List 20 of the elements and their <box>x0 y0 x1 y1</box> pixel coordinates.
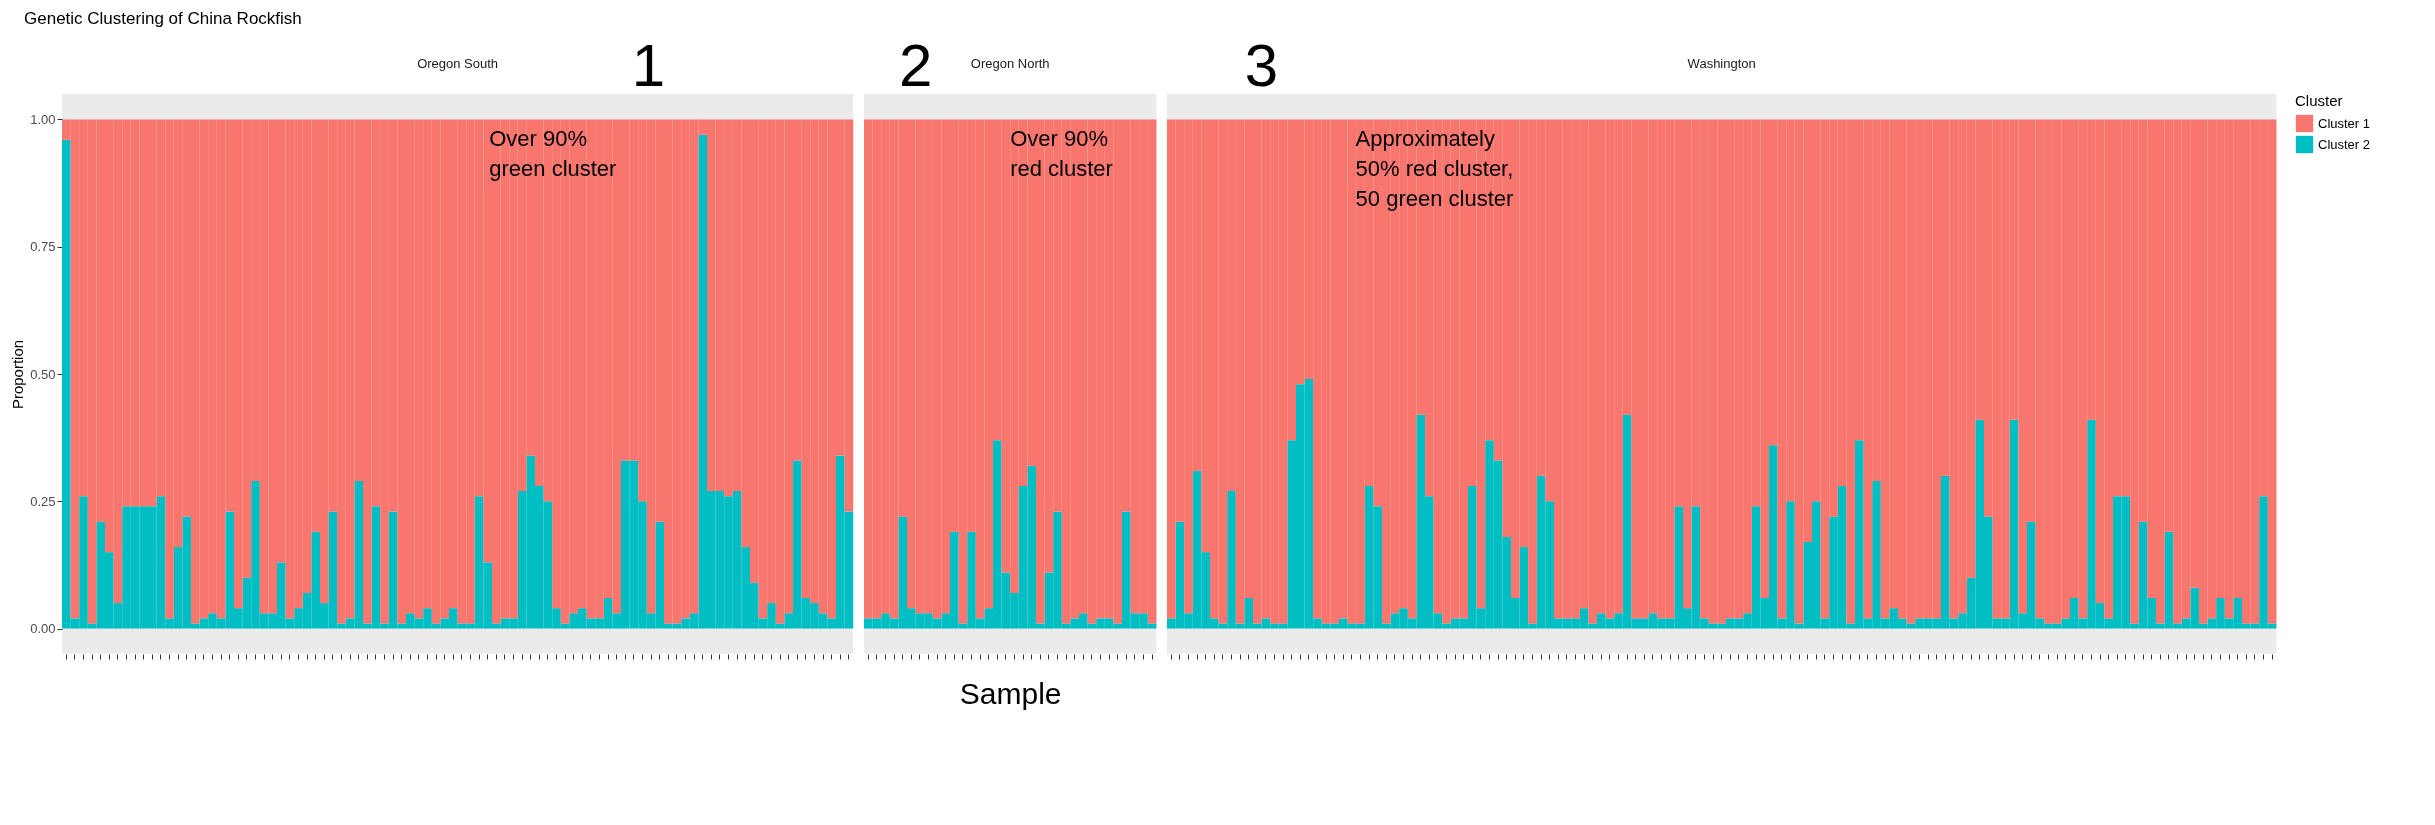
chart-subtitle: Oregon South <box>417 56 499 71</box>
legend-label: Cluster 1 <box>2318 115 2371 131</box>
x-axis-title: Sample <box>959 677 1062 710</box>
chart-title: Genetic Clustering of China Rockfish <box>24 9 302 28</box>
annotation: 2 <box>899 32 933 99</box>
annotation: Approximately 50% red cluster, 50 green cluster <box>1355 126 1514 211</box>
annotation: Over 90% red cluster <box>1010 126 1113 181</box>
y-tick-label: 0.50 <box>30 366 56 382</box>
legend-label: Cluster 2 <box>2318 136 2371 152</box>
y-axis-title: Proportion <box>9 339 27 410</box>
y-tick-label: 1.00 <box>30 111 56 127</box>
chart-subtitle: Oregon North <box>970 56 1050 71</box>
annotation: 1 <box>631 32 666 99</box>
y-tick-label: 0.75 <box>30 239 56 255</box>
y-tick-label: 0.00 <box>30 621 56 637</box>
annotation: 3 <box>1244 32 1279 99</box>
y-tick-label: 0.25 <box>30 493 56 509</box>
legend-title: Cluster <box>2295 92 2343 109</box>
chart-subtitle: Washington <box>1687 56 1756 71</box>
annotation: Over 90% green cluster <box>489 126 617 181</box>
